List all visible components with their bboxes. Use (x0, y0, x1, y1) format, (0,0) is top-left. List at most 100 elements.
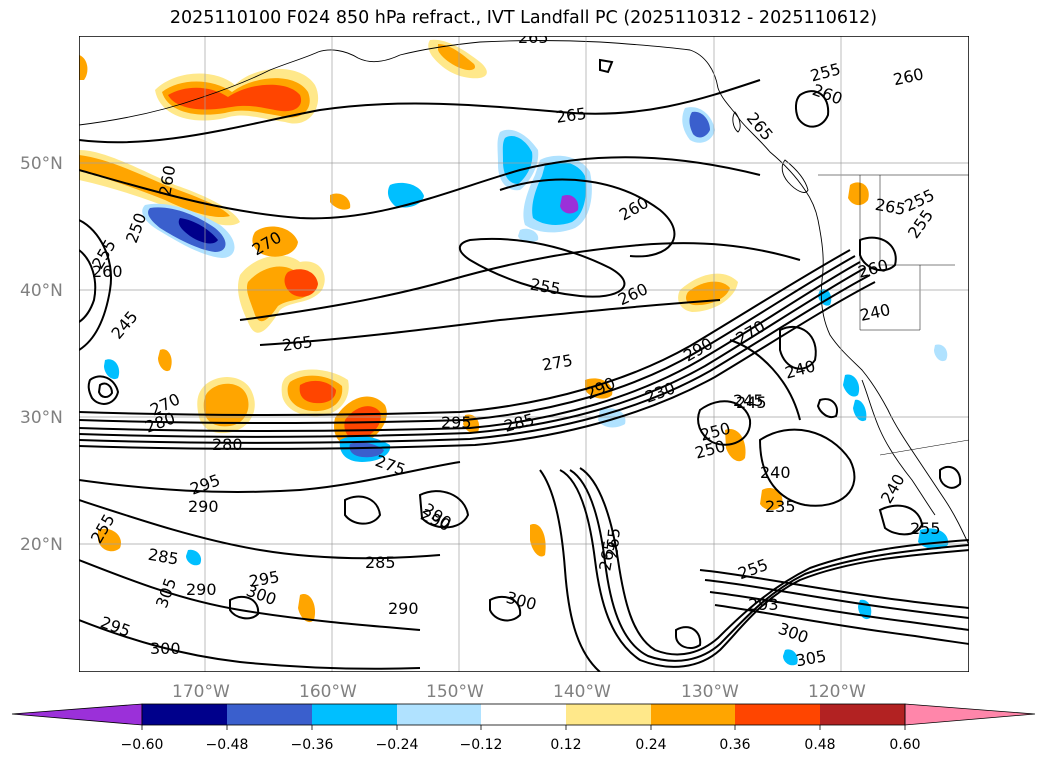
colorbar-segment (820, 704, 905, 725)
contour-line (704, 579, 969, 619)
contour-line (699, 569, 969, 609)
border-us-mexico (879, 439, 969, 456)
anomaly-patch (79, 55, 88, 80)
contour-label: 290 (186, 580, 217, 599)
anomaly-patch (252, 226, 298, 257)
anomaly-patch (689, 111, 710, 138)
anomaly-patch (760, 487, 783, 510)
colorbar-tick-label: 0.12 (550, 737, 581, 753)
contour-line (87, 375, 120, 405)
contour-line (79, 156, 761, 220)
colorbar-segment (481, 704, 566, 725)
contour-label: 300 (150, 639, 181, 658)
contour-line (344, 495, 382, 525)
anomaly-patch (98, 528, 121, 552)
anomaly-patch (203, 383, 249, 427)
contour-line (418, 490, 470, 529)
colorbar-segment (312, 704, 397, 725)
anomaly-patch (178, 218, 218, 244)
contour-line (79, 249, 97, 323)
contour-line (599, 58, 614, 74)
contour-line (79, 219, 112, 351)
contour-line (729, 339, 801, 421)
contour-line (79, 274, 871, 444)
anomaly-patch (725, 429, 746, 462)
contour-line (569, 469, 969, 662)
anomaly-patch (438, 44, 476, 71)
contour-line (779, 325, 817, 370)
colorbar-extend-high (904, 703, 1036, 726)
colorbar-tick-label: −0.12 (460, 737, 503, 753)
contour-line (79, 249, 851, 416)
colorbar-tick-marks (141, 725, 906, 730)
contour-label: 255 (910, 519, 941, 538)
contour-line (675, 626, 702, 649)
colorbar-segment (227, 704, 312, 725)
contour-line (489, 595, 522, 622)
contour-label: 290 (188, 497, 219, 516)
contour-line (79, 281, 876, 450)
anomaly-patch (783, 649, 798, 666)
contour-line (458, 237, 626, 298)
coastline-baja (861, 379, 936, 516)
contour-line (499, 178, 676, 258)
anomaly-patch (299, 380, 336, 404)
coastline-alaska-peninsula (79, 49, 401, 126)
anomaly-patch (848, 182, 869, 206)
anomaly-patch (298, 594, 316, 623)
positive-anomaly-patches (79, 39, 869, 623)
contour-label: 265 (602, 527, 624, 559)
anomaly-patch (330, 193, 351, 210)
contour-line (559, 469, 969, 668)
contour-label: 265 (518, 28, 549, 47)
colorbar-segment (735, 704, 820, 725)
contour-label: 240 (760, 463, 791, 482)
lon-label: 160°W (299, 682, 357, 702)
contour-line (859, 236, 897, 272)
contour-label: 260 (92, 262, 123, 281)
contour-line (758, 428, 856, 507)
contour-label: 245 (736, 393, 767, 412)
contour-line (816, 398, 838, 418)
anomaly-patch (530, 524, 546, 557)
coastline-gulf-of-alaska (399, 40, 819, 221)
contour-line (229, 595, 260, 620)
contour-label: 235 (765, 497, 796, 516)
contour-label: 293 (748, 595, 779, 614)
colorbar-extend-low (11, 703, 143, 726)
contour-label: 290 (388, 599, 419, 618)
colorbar-tick-label: 0.24 (635, 737, 666, 753)
contour-label: 265 (555, 104, 588, 127)
contour-line (714, 604, 969, 645)
anomaly-patch (853, 399, 867, 422)
contour-line (878, 504, 924, 536)
contour-line (79, 461, 461, 493)
coastline-haida-gwaii (732, 111, 741, 133)
colorbar-frame (141, 703, 906, 726)
anomaly-patch (934, 344, 948, 362)
coastline-vancouver-island (781, 159, 809, 193)
contour-line (259, 299, 721, 346)
contour-label: 245 (733, 391, 764, 410)
colorbar-segment (566, 704, 651, 725)
contour-line (939, 465, 962, 489)
contour-line (579, 467, 969, 656)
anomaly-patch (349, 442, 384, 458)
lat-label: 30°N (20, 408, 63, 428)
contour-line (697, 400, 752, 446)
lat-label: 20°N (20, 535, 63, 555)
anomaly-patch (168, 84, 302, 112)
contour-line (79, 267, 866, 438)
contour-line (709, 591, 969, 631)
contour-line (794, 90, 830, 128)
lat-label: 40°N (20, 281, 63, 301)
contour-label: 295 (441, 413, 472, 432)
colorbar-tick-label: 0.60 (889, 737, 920, 753)
longitude-labels: 170°W 160°W 150°W 140°W 130°W 120°W (172, 682, 866, 702)
contour-line (79, 79, 761, 144)
lon-label: 150°W (426, 682, 484, 702)
lon-label: 170°W (172, 682, 230, 702)
anomaly-patch (387, 182, 424, 208)
colorbar-tick-labels: −0.60 −0.48 −0.36 −0.24 −0.12 0.12 0.24 … (121, 737, 921, 753)
